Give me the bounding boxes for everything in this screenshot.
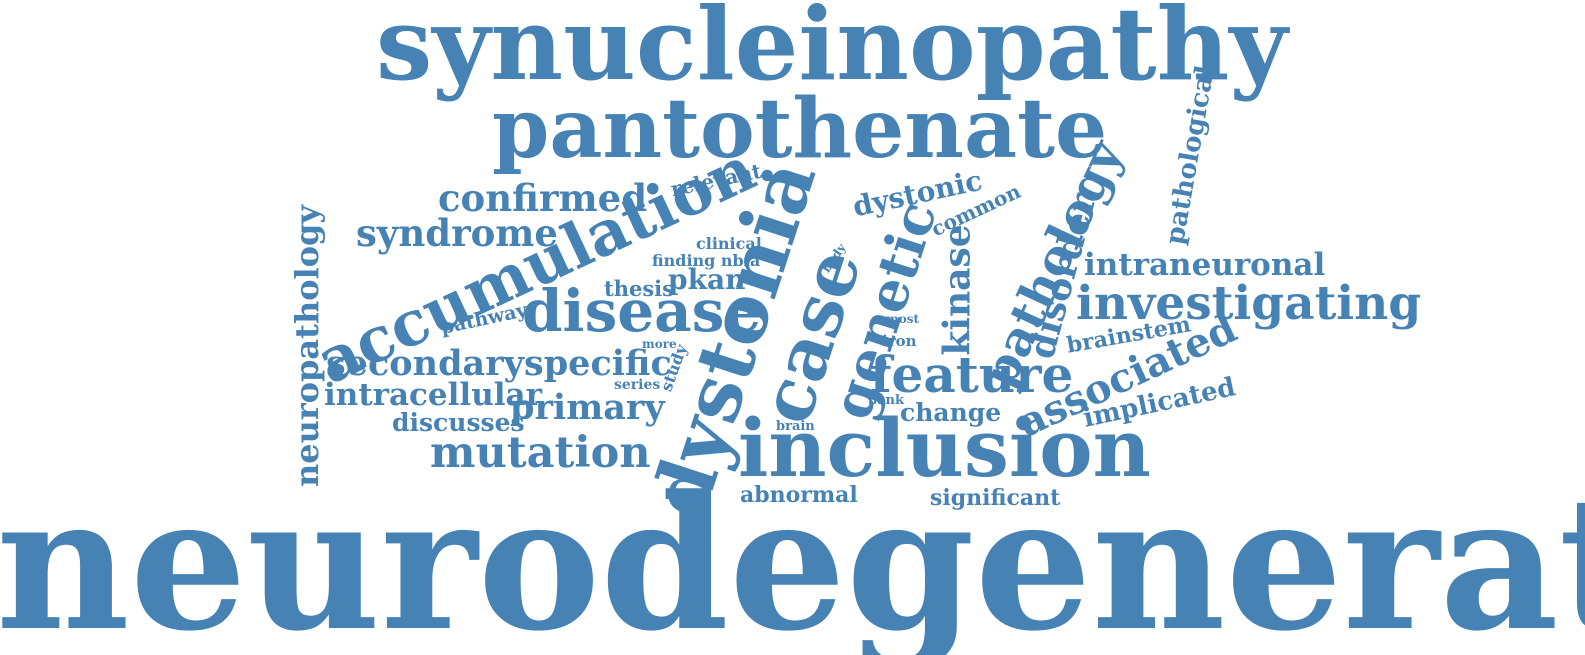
word-kinase: kinase: [936, 224, 979, 356]
word-primary: primary: [510, 387, 665, 428]
word-pank: pank: [868, 393, 904, 408]
word-syndrome: syndrome: [356, 211, 558, 255]
word-synucleinopathy: synucleinopathy: [376, 0, 1288, 103]
word-change: change: [900, 398, 1002, 427]
word-neurodegeneration: neurodegeneration: [0, 456, 1585, 655]
word-secondary: secondary: [326, 343, 525, 384]
word-discusses: discusses: [392, 408, 525, 437]
word-confirmed: confirmed: [438, 176, 648, 220]
word-feature: feature: [870, 345, 1074, 404]
word-abnormal: abnormal: [740, 482, 858, 508]
word-finding-nbia: finding nbia: [652, 251, 761, 270]
word-mutation: mutation: [430, 428, 651, 478]
word-series: series: [614, 377, 661, 393]
word-pantothenate: pantothenate: [492, 81, 1108, 177]
word-neuropathology: neuropathology: [288, 204, 327, 488]
word-iron: iron: [882, 332, 917, 350]
word-clinical: clinical: [696, 234, 762, 253]
word-specific: specific: [524, 343, 672, 384]
word-most: most: [886, 312, 919, 326]
word-significant: significant: [930, 485, 1061, 511]
word-intracellular: intracellular: [324, 377, 542, 413]
word-disease: disease: [522, 277, 762, 345]
word-brain: brain: [776, 419, 815, 434]
word-more: more: [642, 337, 677, 351]
word-investigating: investigating: [1076, 276, 1422, 331]
word-pkan: pkan: [668, 263, 746, 296]
word-intraneuronal: intraneuronal: [1084, 247, 1326, 283]
word-thesis: thesis: [604, 276, 674, 301]
word-inclusion: inclusion: [738, 401, 1151, 495]
